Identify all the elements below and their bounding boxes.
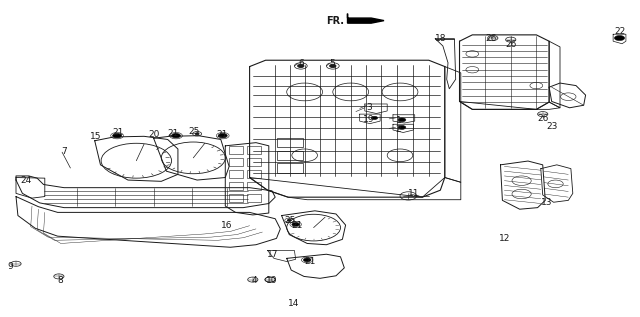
- Circle shape: [398, 118, 406, 122]
- Text: 10: 10: [266, 276, 277, 285]
- Polygon shape: [348, 14, 384, 23]
- Circle shape: [371, 116, 378, 120]
- Text: 21: 21: [168, 129, 179, 138]
- Circle shape: [292, 223, 300, 226]
- Text: 9: 9: [8, 262, 13, 271]
- Text: 21: 21: [112, 128, 124, 137]
- Text: 8: 8: [58, 276, 63, 285]
- Bar: [277, 163, 303, 173]
- Text: 1: 1: [396, 116, 401, 125]
- Bar: [247, 170, 261, 178]
- Bar: [247, 194, 261, 202]
- Circle shape: [195, 133, 199, 135]
- Text: 26: 26: [538, 114, 549, 123]
- Text: 20: 20: [148, 130, 160, 139]
- Text: 26: 26: [485, 34, 497, 42]
- Circle shape: [303, 258, 311, 262]
- Text: 25: 25: [285, 216, 296, 225]
- Bar: [247, 146, 261, 154]
- Text: 3: 3: [367, 103, 372, 112]
- Text: 17: 17: [267, 250, 278, 259]
- Text: 24: 24: [20, 176, 32, 185]
- Bar: [247, 158, 261, 166]
- Text: 2: 2: [396, 126, 401, 134]
- Text: 19: 19: [363, 115, 374, 124]
- Bar: [229, 158, 243, 166]
- Text: 15: 15: [90, 132, 101, 141]
- Bar: [277, 151, 303, 160]
- Text: 21: 21: [291, 221, 303, 230]
- Text: 25: 25: [189, 127, 200, 136]
- Circle shape: [287, 219, 291, 221]
- Bar: [247, 182, 261, 190]
- Text: 14: 14: [288, 299, 300, 308]
- Text: 5: 5: [330, 59, 335, 68]
- Bar: [229, 182, 243, 190]
- Circle shape: [330, 64, 336, 68]
- Text: 26: 26: [506, 40, 517, 49]
- Text: FR.: FR.: [326, 16, 344, 26]
- Text: 13: 13: [541, 198, 552, 207]
- Circle shape: [298, 64, 304, 68]
- Circle shape: [172, 133, 180, 138]
- Text: 21: 21: [305, 257, 316, 266]
- Circle shape: [113, 133, 122, 138]
- Bar: [277, 138, 303, 147]
- Text: 12: 12: [499, 234, 511, 243]
- Text: 23: 23: [547, 122, 558, 131]
- Text: 7: 7: [61, 147, 67, 156]
- Text: 4: 4: [252, 276, 257, 285]
- Text: 6: 6: [298, 59, 304, 68]
- Text: 18: 18: [435, 34, 447, 42]
- Circle shape: [218, 133, 227, 138]
- Text: 22: 22: [614, 27, 626, 36]
- Circle shape: [614, 36, 625, 41]
- Bar: [229, 170, 243, 178]
- Bar: [229, 194, 243, 202]
- Text: 21: 21: [216, 130, 228, 139]
- Circle shape: [398, 126, 406, 129]
- Bar: [229, 146, 243, 154]
- Text: 16: 16: [221, 221, 233, 230]
- Text: 11: 11: [408, 189, 420, 198]
